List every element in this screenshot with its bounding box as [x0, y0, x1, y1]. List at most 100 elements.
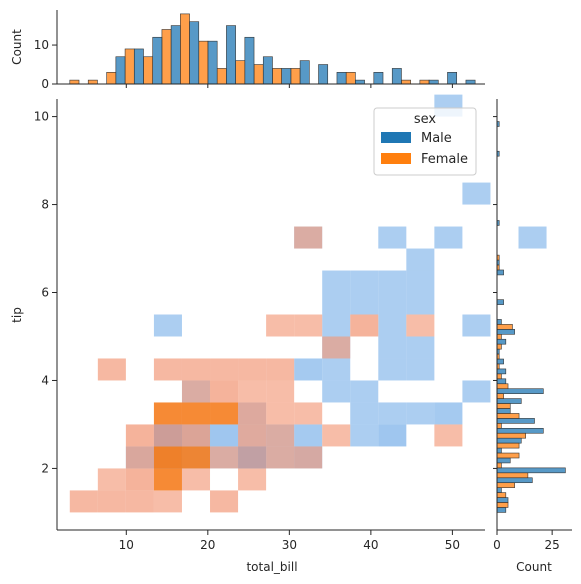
joint-bin-female [266, 402, 295, 425]
legend: sex Male Female [373, 107, 477, 176]
marginal-x-bar-male [447, 72, 458, 85]
marginal-x-bar-female [106, 72, 117, 85]
marginal-x-bar-female [180, 13, 190, 85]
joint-bin-female [181, 380, 211, 403]
joint-bin-male [378, 358, 407, 381]
axes [56, 10, 572, 531]
x-tick-label: 50 [445, 538, 460, 552]
marginal-x-bar-female [235, 60, 246, 85]
marginal-y-count-label: Count [516, 560, 552, 574]
joint-bin-male [350, 402, 379, 425]
marginal-x-bar-female [198, 40, 209, 85]
joint-bin-female [238, 380, 267, 403]
marginal-x-bar-male [189, 21, 200, 85]
y-tick-label: 6 [41, 286, 49, 300]
joint-bin-female [238, 446, 267, 469]
joint-bin-male [406, 270, 435, 293]
joint-bin-male [378, 270, 407, 293]
joint-bin-male [378, 226, 407, 249]
joint-bin-female [322, 424, 351, 447]
joint-bin-male [406, 402, 435, 425]
joint-bin-male [378, 336, 407, 359]
marginal-y-bar-female [496, 403, 511, 409]
marginal-y-bar-female [496, 502, 509, 508]
x-tick-label: 30 [282, 538, 297, 552]
marginal-x-bar-female [124, 48, 135, 85]
joint-bin-female [266, 424, 295, 447]
marginal-x-bar-male [373, 72, 384, 85]
joint-bin-male [462, 380, 491, 403]
joint-bin-female [406, 314, 435, 337]
joint-bin-female [69, 490, 98, 513]
joint-bin-female [238, 402, 267, 425]
marginal-y-bar-female [496, 383, 509, 390]
joint-bin-female [125, 468, 154, 491]
marginal-y-bar-male [496, 408, 511, 414]
marginal-x-bar-male [355, 79, 365, 85]
marginal-x-bar-female [272, 68, 282, 85]
marginal-x-bar-female [253, 64, 264, 85]
marginal-y-bar-male [496, 487, 502, 493]
legend-label-female: Female [421, 152, 468, 167]
joint-bin-female [125, 424, 154, 447]
marginal-y-count-tick-label: 0 [493, 538, 501, 552]
marginal-x-bar-male [391, 68, 402, 85]
joint-bin-female [181, 446, 211, 469]
marginal-y-bar-female [496, 432, 526, 439]
joint-bin-female [266, 446, 295, 469]
x-axis-label: total_bill [246, 560, 297, 574]
x-tick-label: 10 [119, 538, 134, 552]
joint-bin-female [266, 380, 295, 403]
joint-bin-female [350, 314, 379, 337]
joint-bin-female [97, 468, 126, 491]
joint-bin-male [406, 358, 435, 381]
marginal-x-bar-male [428, 79, 439, 85]
y-tick-label: 2 [41, 461, 49, 475]
marginal-y-bar-male [496, 467, 566, 474]
joint-bin-male [406, 292, 435, 315]
joint-bin-female [153, 490, 182, 513]
marginal-y-bar-female [496, 442, 520, 449]
joint-bin-female [294, 314, 323, 337]
joint-bin-male [350, 424, 379, 447]
marginal-y-bar-female [496, 393, 504, 399]
marginal-x-bar-male [115, 56, 126, 85]
marginal-x-bar-female [401, 79, 411, 85]
marginal-y-bar-male [496, 418, 535, 424]
joint-bin-male [350, 380, 379, 403]
marginal-x-bar-female [419, 79, 430, 85]
joint-bin-male [322, 380, 351, 403]
joint-bin-male [406, 248, 435, 271]
joint-bin-male [294, 358, 323, 381]
joint-bin-male [378, 402, 407, 425]
joint-bin-female [210, 380, 239, 403]
ticks: 10 20 30 40 50 2 4 6 8 10 0 10 0 25 [34, 38, 560, 552]
marginal-y-bar-male [496, 497, 509, 503]
marginal-y-bar-male [496, 398, 522, 404]
joint-bin-male [378, 292, 407, 315]
marginal-y-bar-male [496, 507, 507, 513]
marginal-x-bar-male [465, 79, 476, 85]
joint-bin-female [181, 424, 211, 447]
marginal-y-bar-female [496, 423, 502, 429]
joint-bin-male [434, 226, 463, 249]
legend-label-male: Male [421, 131, 452, 146]
joint-bin-female [266, 314, 295, 337]
joint-bin-female [153, 402, 182, 425]
marginal-x-count-tick-label: 10 [34, 38, 49, 52]
marginal-x-bar-female [216, 68, 227, 85]
marginal-y-bar-male [496, 447, 502, 454]
marginal-y-bar-male [496, 269, 504, 276]
marginal-x-bar-female [345, 72, 356, 85]
marginal-x-bar-male [207, 40, 218, 85]
marginal-x-bar-female [69, 79, 80, 85]
marginal-x-bar-female [143, 56, 154, 85]
joint-bin-female [210, 358, 239, 381]
joint-bin-male [434, 402, 463, 425]
marginal-x-bar-male [336, 72, 347, 85]
legend-swatch-female [381, 153, 411, 164]
marginal-x-bar-male [244, 36, 255, 85]
marginal-y-bar-female [496, 373, 502, 380]
